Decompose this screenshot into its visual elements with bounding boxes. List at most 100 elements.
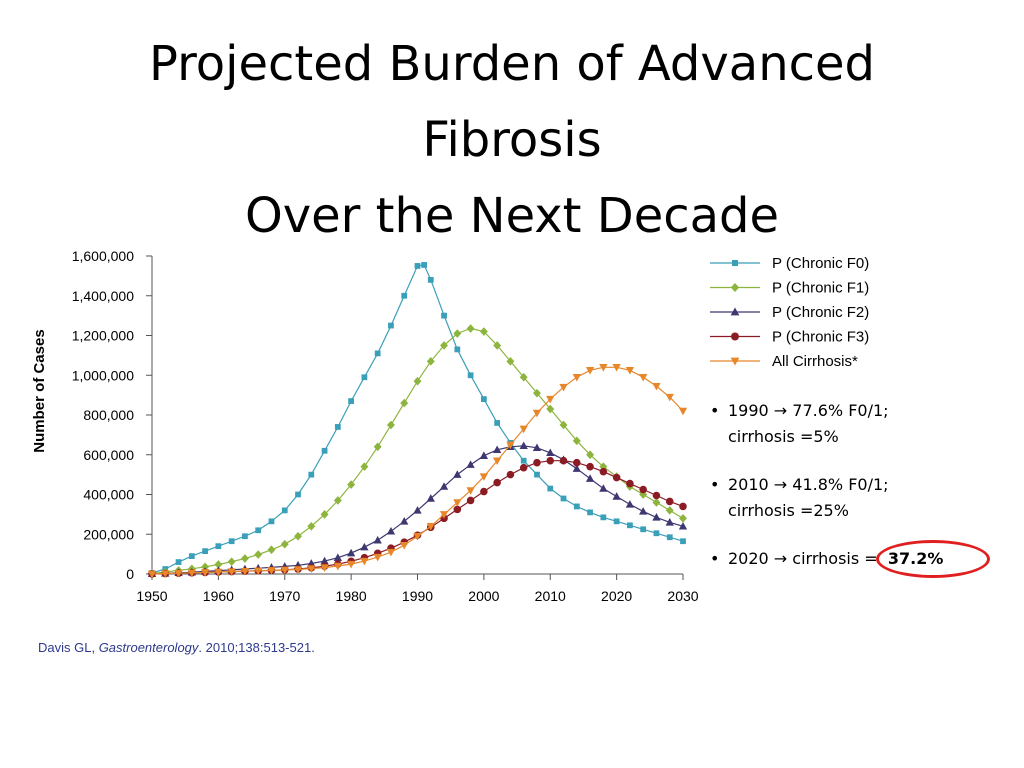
- data-point: [401, 292, 408, 299]
- data-point: [413, 532, 422, 541]
- data-point: [427, 276, 434, 283]
- data-point: [572, 373, 581, 382]
- data-point: [519, 463, 528, 472]
- series-4: [147, 364, 688, 579]
- data-point: [546, 404, 555, 414]
- data-point: [453, 329, 462, 338]
- bullet-2010-line1: 2010 → 41.8% F0/1;: [728, 475, 889, 494]
- data-point: [295, 491, 301, 498]
- chart-series: [147, 262, 688, 579]
- data-point: [228, 538, 235, 545]
- bullet-2010: 2010 → 41.8% F0/1; cirrhosis =25%: [706, 472, 1006, 524]
- data-point: [333, 553, 342, 561]
- data-point: [333, 496, 342, 505]
- data-point: [665, 497, 674, 506]
- data-point: [227, 557, 236, 566]
- slide-title: Projected Burden of Advanced Fibrosis Ov…: [0, 26, 1024, 254]
- data-point: [480, 396, 487, 402]
- data-point: [453, 499, 462, 507]
- y-tick-label: 600,000: [83, 447, 134, 463]
- data-point: [559, 420, 568, 430]
- data-point: [625, 500, 635, 508]
- y-tick-label: 1,400,000: [72, 288, 134, 304]
- data-point: [532, 443, 542, 452]
- citation-journal: Gastroenterology: [98, 640, 199, 655]
- data-point: [493, 341, 502, 350]
- x-tick-label: 1950: [136, 588, 167, 604]
- bullet-2020-text: 2020 → cirrhosis =: [728, 549, 888, 568]
- data-point: [480, 487, 488, 496]
- data-point: [360, 462, 369, 471]
- data-point: [586, 450, 595, 460]
- data-point: [612, 473, 621, 482]
- data-point: [519, 441, 528, 450]
- data-point: [572, 464, 581, 472]
- title-line-3: Over the Next Decade: [244, 188, 780, 244]
- data-point: [479, 473, 489, 481]
- bullet-1990-line1: 1990 → 77.6% F0/1;: [728, 401, 889, 420]
- data-point: [346, 560, 356, 569]
- data-point: [386, 526, 396, 535]
- data-point: [533, 458, 541, 467]
- data-point: [678, 407, 688, 416]
- data-point: [333, 562, 342, 571]
- data-point: [147, 570, 157, 579]
- data-point: [255, 527, 262, 534]
- data-point: [600, 514, 607, 521]
- data-point: [639, 485, 647, 494]
- data-point: [666, 534, 673, 541]
- data-point: [307, 521, 316, 531]
- y-tick-label: 0: [126, 566, 134, 582]
- title-line-1: Projected Burden of Advanced: [148, 36, 876, 92]
- data-point: [360, 542, 369, 551]
- data-point: [188, 553, 195, 559]
- data-point: [214, 560, 223, 569]
- data-point: [599, 484, 608, 492]
- data-point: [174, 569, 183, 578]
- title-line-2: Fibrosis: [422, 112, 602, 168]
- data-point: [454, 346, 461, 353]
- data-point: [532, 409, 542, 418]
- data-point: [652, 513, 661, 521]
- data-point: [679, 502, 687, 511]
- data-point: [679, 514, 687, 523]
- data-point: [373, 442, 382, 452]
- data-point: [400, 541, 409, 550]
- data-point: [546, 395, 555, 404]
- data-point: [585, 367, 595, 375]
- data-point: [242, 533, 248, 540]
- data-point: [665, 506, 674, 515]
- data-point: [361, 374, 368, 381]
- data-point: [215, 543, 222, 550]
- data-point: [426, 494, 435, 502]
- data-point: [439, 511, 449, 519]
- x-tick-label: 2030: [667, 588, 698, 604]
- data-point: [625, 367, 635, 375]
- data-point: [599, 467, 608, 476]
- data-point: [479, 327, 488, 336]
- data-point: [467, 372, 474, 379]
- series-1: [148, 324, 687, 578]
- data-point: [201, 562, 210, 572]
- data-point: [400, 517, 409, 525]
- data-point: [493, 478, 501, 487]
- series-2: [147, 441, 688, 578]
- data-point: [426, 357, 435, 366]
- data-point: [281, 507, 288, 514]
- citation-author: Davis GL,: [38, 640, 99, 655]
- bullet-1990: 1990 → 77.6% F0/1; cirrhosis =5%: [706, 398, 1006, 450]
- x-tick-label: 1990: [402, 588, 433, 604]
- x-tick-label: 2020: [601, 588, 632, 604]
- data-point: [612, 364, 621, 372]
- data-point: [652, 382, 661, 391]
- data-point: [202, 548, 208, 555]
- legend-item-2: P (Chronic F2): [710, 304, 869, 321]
- data-point: [240, 567, 250, 576]
- data-point: [506, 441, 515, 450]
- legend-marker: [730, 282, 740, 293]
- data-point: [346, 548, 356, 557]
- data-point: [493, 445, 502, 454]
- data-point: [546, 456, 555, 465]
- data-point: [665, 518, 674, 526]
- y-tick-label: 800,000: [83, 407, 134, 423]
